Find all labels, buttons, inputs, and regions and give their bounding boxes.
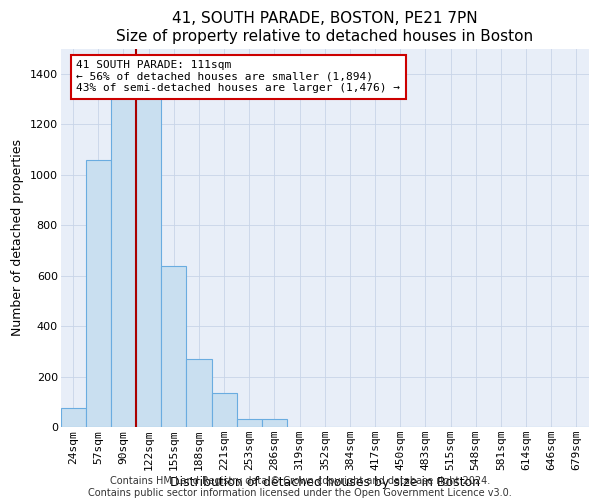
Text: 41 SOUTH PARADE: 111sqm
← 56% of detached houses are smaller (1,894)
43% of semi: 41 SOUTH PARADE: 111sqm ← 56% of detache… bbox=[76, 60, 400, 94]
Bar bbox=[236, 420, 262, 427]
Bar bbox=[86, 160, 111, 427]
Text: Contains HM Land Registry data © Crown copyright and database right 2024.
Contai: Contains HM Land Registry data © Crown c… bbox=[88, 476, 512, 498]
Bar bbox=[187, 359, 212, 427]
Y-axis label: Number of detached properties: Number of detached properties bbox=[11, 140, 24, 336]
Bar bbox=[161, 266, 187, 427]
Bar bbox=[212, 393, 236, 427]
Bar bbox=[61, 408, 86, 427]
Bar bbox=[136, 97, 161, 427]
X-axis label: Distribution of detached houses by size in Boston: Distribution of detached houses by size … bbox=[170, 476, 480, 489]
Title: 41, SOUTH PARADE, BOSTON, PE21 7PN
Size of property relative to detached houses : 41, SOUTH PARADE, BOSTON, PE21 7PN Size … bbox=[116, 11, 533, 44]
Bar bbox=[262, 420, 287, 427]
Bar bbox=[111, 97, 136, 427]
